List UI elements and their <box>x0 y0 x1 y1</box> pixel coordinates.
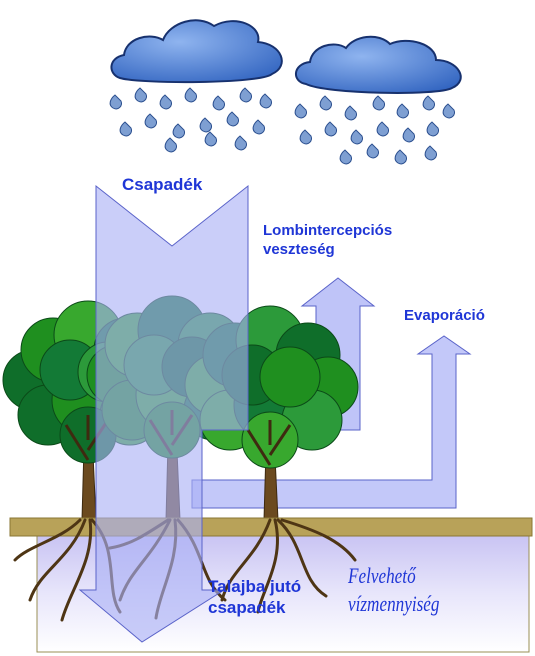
raindrop-icon <box>252 119 265 135</box>
raindrop-icon <box>184 87 197 103</box>
raindrop-icon <box>204 131 217 147</box>
available-water-label: Felvehető vízmennyiség <box>348 563 440 616</box>
raindrop-icon <box>212 95 225 111</box>
raindrop-icon <box>109 94 122 110</box>
raindrop-icon <box>134 87 147 103</box>
raindrop-icon <box>144 113 157 129</box>
raindrop-icon <box>234 135 247 151</box>
evaporation-label: Evaporáció <box>404 307 485 324</box>
raindrop-icon <box>259 93 272 109</box>
raindrop-icon <box>119 121 132 137</box>
precipitation-arrow <box>78 184 249 643</box>
raindrop-icon <box>294 103 307 119</box>
raindrop-icon <box>396 103 409 119</box>
raindrop-icon <box>376 121 389 137</box>
raindrop-icon <box>366 143 379 159</box>
raindrop-icon <box>350 129 363 145</box>
interception-label: Lombintercepciós veszteség <box>263 222 392 260</box>
evaporation-arrow <box>191 335 472 509</box>
raindrop-icon <box>339 149 352 165</box>
raindrop-icon <box>324 121 337 137</box>
raindrop-icon <box>226 111 239 127</box>
rain-drops <box>109 87 455 165</box>
raindrop-icon <box>164 137 177 153</box>
precipitation-label: Csapadék <box>122 175 203 194</box>
raindrop-icon <box>424 145 437 161</box>
raindrop-icon <box>422 95 435 111</box>
soil-precipitation-label: Talajba jutó csapadék <box>208 576 301 619</box>
interception-label-line1: Lombintercepciós <box>263 222 393 239</box>
raindrop-icon <box>344 105 357 121</box>
soil-label-line1: Talajba jutó <box>208 577 302 596</box>
rain-cloud-icon <box>295 35 462 94</box>
raindrop-icon <box>199 117 212 133</box>
interception-label-line2: veszteség <box>263 240 335 258</box>
soil-label-line2: csapadék <box>208 598 286 618</box>
raindrop-icon <box>172 123 185 139</box>
raindrop-icon <box>394 149 407 165</box>
raindrop-icon <box>442 103 455 119</box>
raindrop-icon <box>426 121 439 137</box>
raindrop-icon <box>402 127 415 143</box>
raindrop-icon <box>159 94 172 110</box>
raindrop-icon <box>319 95 332 111</box>
rain-cloud-icon <box>110 19 283 84</box>
raindrop-icon <box>372 95 385 111</box>
raindrop-icon <box>239 87 252 103</box>
raindrop-icon <box>299 129 312 145</box>
